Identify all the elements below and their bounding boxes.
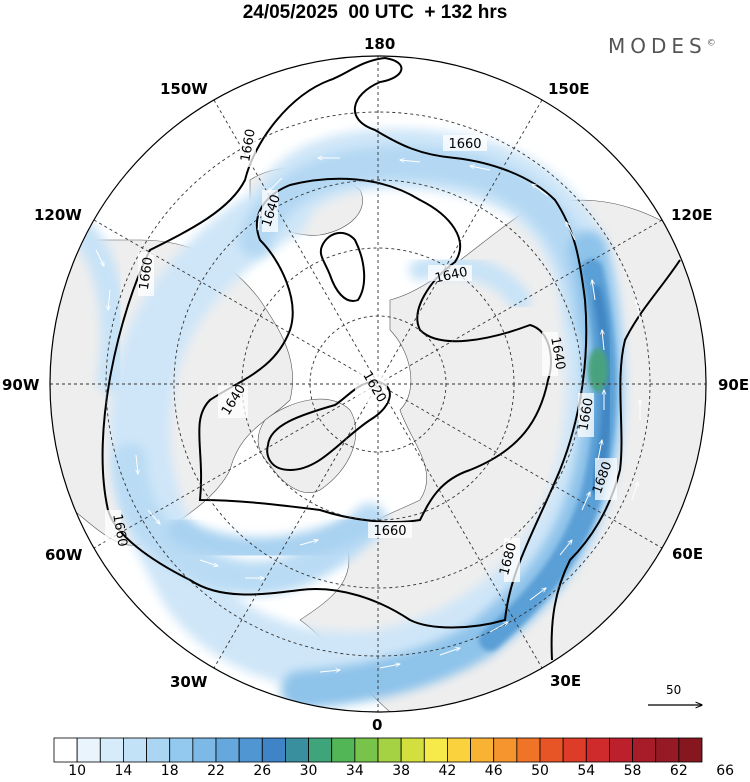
- page-title: 24/05/2025 00 UTC + 132 hrs: [242, 2, 508, 23]
- colorbar-tick-label: 26: [253, 763, 272, 779]
- contour-1660-outer: [101, 56, 586, 511]
- colorbar-swatch: [53, 737, 78, 763]
- map-disc: [50, 56, 706, 712]
- wind-vectors: [95, 158, 640, 672]
- height-contours: [101, 56, 681, 661]
- colorbar-swatch: [447, 737, 471, 763]
- contour-label: 1660: [373, 524, 406, 539]
- colorbar-swatch: [562, 737, 587, 763]
- brand-mark: ©: [706, 38, 716, 49]
- colorbar-tick-label: 46: [484, 763, 503, 779]
- contour-label: 1660: [137, 256, 156, 291]
- meridian-label-180: 180: [364, 35, 396, 53]
- colorbar-swatch: [123, 737, 147, 763]
- contour-label: 1660: [109, 513, 130, 548]
- meridian-label-150w: 150W: [160, 80, 208, 98]
- colorbar-swatch: [609, 737, 633, 763]
- contour-label: 1660: [576, 397, 597, 432]
- contour-label: 1660: [238, 128, 259, 163]
- colorbar-swatch: [539, 737, 564, 763]
- meridian-label-30e: 30E: [550, 672, 582, 690]
- meridian-label-90w: 90W: [2, 376, 40, 394]
- contour-1680-east: [550, 259, 681, 661]
- meridian-label-150e: 150E: [548, 80, 590, 98]
- colorbar-tick-label: 42: [438, 763, 457, 779]
- meridian-label-60e: 60E: [672, 545, 704, 563]
- contour-1660-east: [107, 299, 588, 629]
- colorbar-tick-label: 30: [299, 763, 318, 779]
- colorbar-swatch: [585, 737, 610, 763]
- colorbar-swatch: [655, 737, 680, 763]
- colorbar-swatch: [308, 737, 333, 763]
- contour-label: 1640: [547, 336, 568, 371]
- colorbar-swatch: [99, 737, 124, 763]
- colorbar-swatch: [493, 737, 518, 763]
- colorbar-tick-label: 54: [577, 763, 596, 779]
- colorbar-swatch: [215, 737, 240, 763]
- contour-label-boxes: [105, 125, 617, 582]
- colorbar-swatch: [331, 737, 356, 763]
- colorbar-tick-labels: 10141822263034384246505458626670: [0, 763, 750, 781]
- brand-logo: MODES©: [608, 34, 716, 58]
- colorbar-swatch: [470, 737, 495, 763]
- colorbar-swatch: [354, 737, 379, 763]
- colorbar-swatch: [285, 737, 309, 763]
- colorbar-swatch: [516, 737, 541, 763]
- vector-scale-label: 50: [666, 683, 682, 697]
- meridian-label-30w: 30W: [170, 673, 208, 691]
- colorbar-tick-label: 50: [531, 763, 549, 779]
- colorbar-swatch: [169, 737, 194, 763]
- colorbar-tick-label: 66: [716, 763, 735, 779]
- contour-1660-closed: [319, 231, 366, 302]
- colorbar-swatch: [377, 737, 402, 763]
- contour-label: 1660: [448, 137, 481, 152]
- colorbar-swatch: [238, 737, 263, 763]
- colorbar-swatch: [678, 737, 703, 763]
- graticule: [50, 56, 706, 712]
- colorbar-tick-label: 34: [345, 763, 364, 779]
- contour-label: 1640: [434, 265, 469, 287]
- brand-name: MODES: [608, 34, 707, 58]
- colorbar-swatch: [423, 737, 448, 763]
- colorbar-swatch: [400, 737, 425, 763]
- colorbar: [53, 737, 703, 763]
- meridian-label-120w: 120W: [34, 206, 82, 224]
- colorbar-tick-label: 62: [669, 763, 688, 779]
- colorbar-tick-label: 10: [68, 763, 87, 779]
- colorbar-swatch: [261, 737, 286, 763]
- colorbar-swatch: [632, 737, 657, 763]
- contour-1640-north: [198, 177, 552, 523]
- colorbar-tick-label: 18: [160, 763, 179, 779]
- meridian-label-120e: 120E: [671, 206, 713, 224]
- colorbar-tick-label: 38: [392, 763, 411, 779]
- meridian-label-90e: 90E: [718, 376, 750, 394]
- meridian-label-0: 0: [372, 716, 383, 734]
- colorbar-swatch: [146, 737, 171, 763]
- contour-1620-low: [266, 380, 391, 472]
- meridian-label-60w: 60W: [45, 546, 83, 564]
- colorbar-tick-label: 22: [207, 763, 225, 779]
- colorbar-tick-label: 58: [623, 763, 642, 779]
- colorbar-swatch: [192, 737, 217, 763]
- colorbar-tick-label: 14: [114, 763, 133, 779]
- map-border: [49, 55, 707, 713]
- colorbar-swatch: [76, 737, 101, 763]
